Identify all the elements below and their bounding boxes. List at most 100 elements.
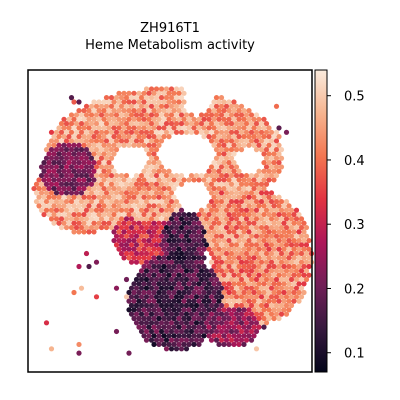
spot (283, 233, 290, 239)
spot (53, 129, 60, 135)
spot (61, 142, 67, 148)
spot (86, 142, 92, 148)
spot (228, 164, 235, 170)
spot (221, 211, 227, 218)
spot (218, 233, 225, 239)
spot (268, 216, 275, 222)
spot (271, 220, 277, 226)
spot (293, 233, 300, 239)
spot (233, 190, 240, 196)
spot (131, 125, 137, 131)
spot (151, 307, 157, 313)
spot (223, 190, 230, 196)
spot (158, 164, 165, 170)
spot (203, 233, 210, 239)
spot (181, 263, 187, 270)
spot (101, 185, 107, 192)
spot (236, 263, 242, 270)
spot (88, 198, 95, 205)
spot (166, 177, 172, 183)
spot (221, 160, 227, 166)
spot (228, 216, 235, 222)
spot (266, 220, 272, 226)
spot (256, 237, 262, 244)
spot (141, 108, 147, 114)
spot (118, 207, 125, 213)
spot (156, 116, 162, 122)
spot (191, 341, 197, 348)
spot (116, 108, 122, 114)
spot (286, 298, 292, 304)
spot (273, 164, 280, 170)
spot (283, 294, 290, 300)
spot (216, 168, 222, 174)
spot (101, 220, 107, 226)
spot (113, 95, 120, 101)
spot (278, 198, 285, 205)
spot (238, 311, 245, 317)
spot (241, 229, 247, 235)
spot (153, 95, 160, 101)
spot (178, 112, 185, 118)
spot (246, 324, 252, 330)
spot (156, 341, 162, 348)
spot (156, 246, 162, 252)
spot (226, 134, 232, 140)
spot (146, 307, 152, 313)
spot (298, 294, 305, 300)
spot (183, 311, 190, 317)
spot (236, 142, 242, 148)
spot (243, 285, 250, 291)
spot (171, 108, 177, 114)
spot (143, 181, 150, 187)
spot (251, 289, 257, 296)
spot (196, 289, 202, 296)
spot (261, 116, 267, 122)
spot (236, 185, 242, 192)
spot (256, 177, 262, 183)
spot (238, 268, 245, 274)
spot (181, 298, 187, 304)
spot (258, 190, 265, 196)
spot (268, 190, 275, 196)
spot (186, 237, 192, 244)
spot (248, 242, 255, 248)
spot (226, 203, 232, 209)
spot (121, 134, 127, 140)
spot (228, 121, 235, 127)
spot (111, 185, 117, 192)
spot (286, 220, 292, 226)
spot (278, 276, 285, 283)
spot (248, 320, 255, 326)
spot (96, 160, 102, 166)
spot (216, 263, 222, 270)
spot (38, 172, 45, 179)
spot (248, 233, 255, 239)
spot (241, 203, 247, 209)
spot (71, 289, 77, 296)
spot (221, 185, 227, 192)
spot (263, 155, 270, 161)
spot (238, 147, 245, 153)
spot (146, 168, 152, 174)
spot (83, 224, 90, 231)
spot (58, 190, 65, 196)
spot (46, 142, 52, 148)
spot (113, 103, 120, 109)
spot (238, 285, 245, 291)
spot (136, 116, 142, 122)
spot (256, 324, 262, 330)
spot (156, 289, 162, 296)
spot (193, 121, 200, 127)
spot (181, 333, 187, 339)
spot (271, 160, 277, 166)
spot (78, 181, 85, 187)
spot (148, 311, 155, 317)
spot (51, 203, 57, 209)
spot (288, 285, 295, 291)
spot (131, 246, 137, 252)
spot (241, 108, 247, 114)
spot (238, 181, 245, 187)
spot (151, 125, 157, 131)
spot (198, 224, 205, 231)
